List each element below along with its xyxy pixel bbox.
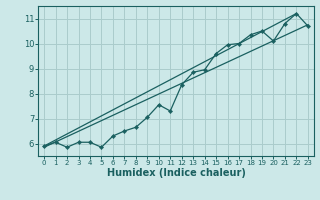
- X-axis label: Humidex (Indice chaleur): Humidex (Indice chaleur): [107, 168, 245, 178]
